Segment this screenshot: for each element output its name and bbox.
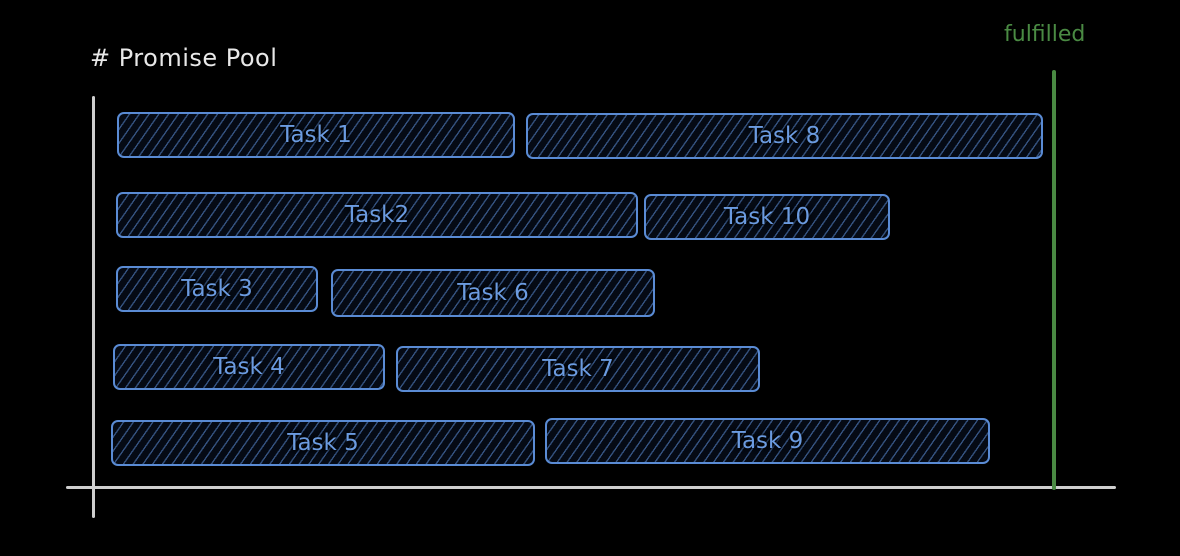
fulfilled-label: fulfilled xyxy=(1004,22,1086,47)
fulfilled-line xyxy=(1052,70,1056,490)
task-2-bar: Task2 xyxy=(116,192,638,238)
task-6-label: Task 6 xyxy=(457,280,529,306)
task-7-label: Task 7 xyxy=(542,356,614,382)
task-1-label: Task 1 xyxy=(280,122,352,148)
task-6-bar: Task 6 xyxy=(331,269,655,317)
task-5-bar: Task 5 xyxy=(111,420,535,466)
task-2-label: Task2 xyxy=(344,202,410,228)
task-4-label: Task 4 xyxy=(213,354,285,380)
task-3-label: Task 3 xyxy=(181,276,253,302)
task-10-label: Task 10 xyxy=(723,204,811,230)
task-4-bar: Task 4 xyxy=(113,344,385,390)
diagram-title: # Promise Pool xyxy=(90,44,278,72)
task-1-bar: Task 1 xyxy=(117,112,515,158)
x-axis xyxy=(66,486,1116,489)
task-10-bar: Task 10 xyxy=(644,194,890,240)
task-8-label: Task 8 xyxy=(748,123,821,149)
task-9-label: Task 9 xyxy=(731,428,804,454)
task-8-bar: Task 8 xyxy=(526,113,1043,159)
task-3-bar: Task 3 xyxy=(116,266,318,312)
y-axis xyxy=(92,96,95,518)
task-9-bar: Task 9 xyxy=(545,418,990,464)
task-7-bar: Task 7 xyxy=(396,346,760,392)
task-5-label: Task 5 xyxy=(287,430,359,456)
